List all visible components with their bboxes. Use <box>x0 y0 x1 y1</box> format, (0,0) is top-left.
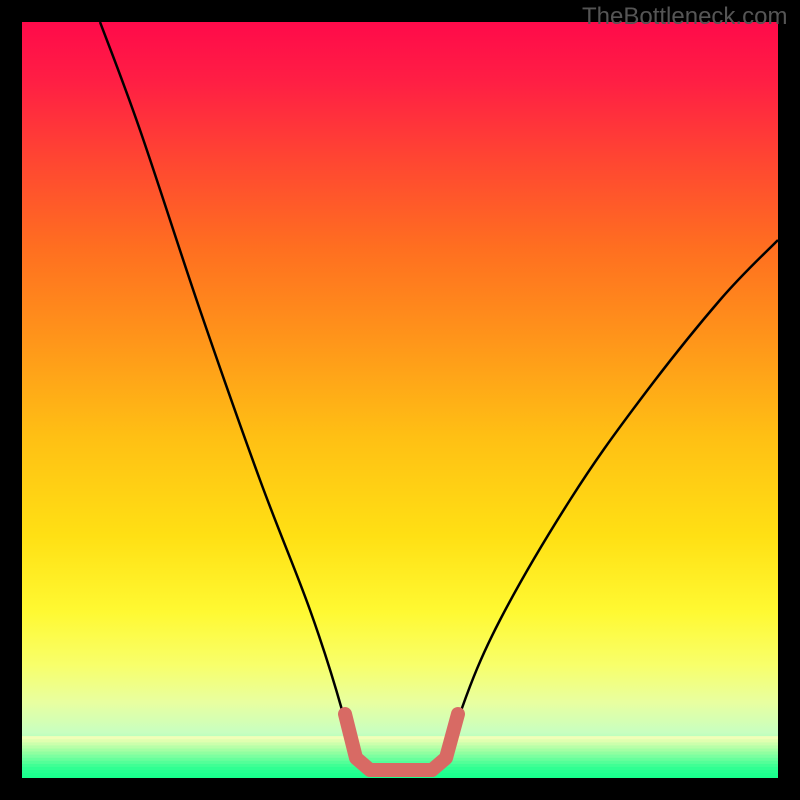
chart-stage: TheBottleneck.com <box>0 0 800 800</box>
watermark-text: TheBottleneck.com <box>582 3 787 31</box>
bottleneck-curve-chart <box>0 0 800 800</box>
heat-gradient-background <box>22 22 778 778</box>
